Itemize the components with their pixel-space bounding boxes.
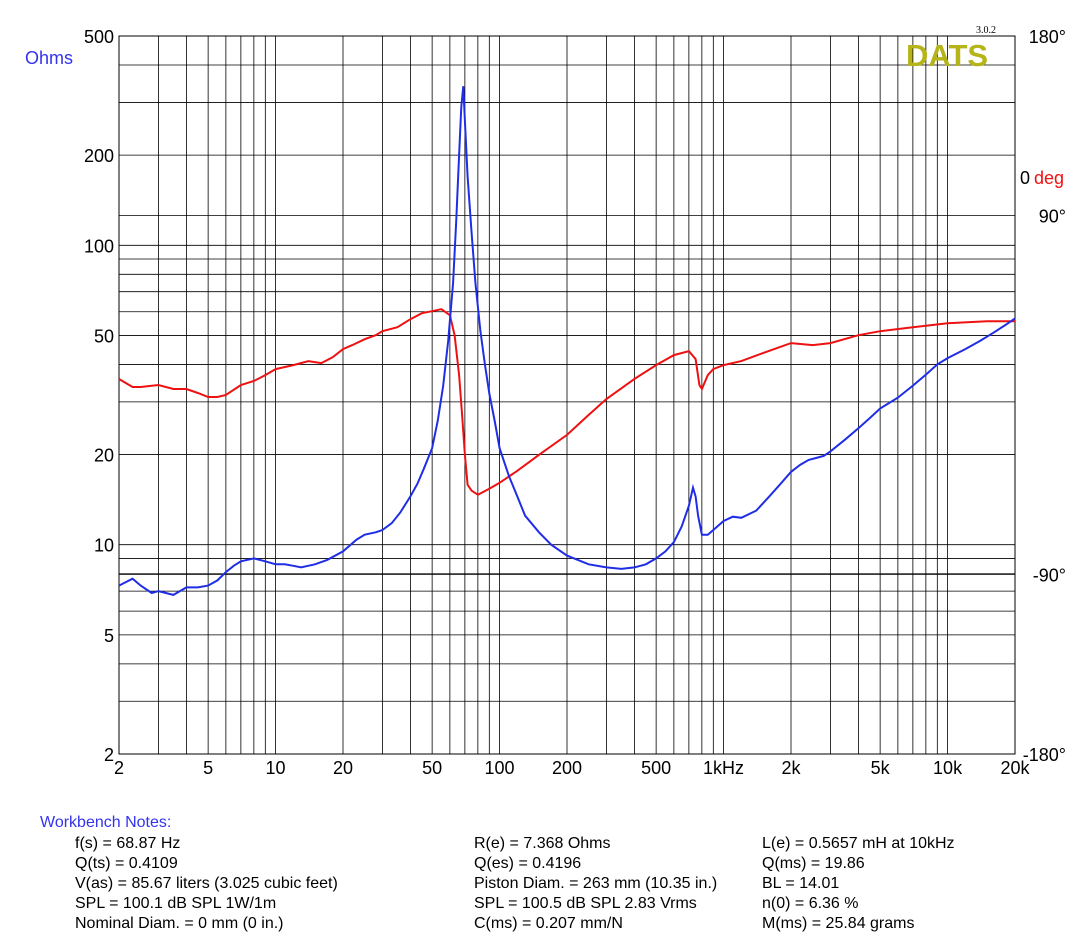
x-tick-label: 50 [422,758,442,778]
tick-labels: 2 5 10 20 50 100 200 500 1kHz 2k 5k 10k 20k500200100… [84,27,1066,778]
note-line: f(s) = 68.87 Hz [75,835,181,852]
note-line: n(0) = 6.36 % [762,895,859,912]
y-tick-label: 2 [104,745,114,765]
note-line: Q(ts) = 0.4109 [75,855,178,872]
x-tick-label: 200 [552,758,582,778]
note-line: V(as) = 85.67 liters (3.025 cubic feet) [75,875,338,892]
note-line: SPL = 100.1 dB SPL 1W/1m [75,895,277,912]
y-left-unit-label: Ohms [25,48,73,68]
y-tick-label: 10 [94,536,114,556]
note-line: SPL = 100.5 dB SPL 2.83 Vrms [474,895,697,912]
note-line: M(ms) = 25.84 grams [762,915,915,932]
x-tick-label: 500 [641,758,671,778]
x-tick-label: 5 [203,758,213,778]
x-tick-label: 20k [1000,758,1030,778]
y-right-tick-label: 180° [1029,27,1066,47]
y-tick-label: 50 [94,326,114,346]
impedance-phase-chart: 2 5 10 20 50 100 200 500 1kHz 2k 5k 10k 20k500200100… [25,25,1066,778]
notes-column-2: R(e) = 7.368 Ohms Q(es) = 0.4196 Piston Di… [474,834,717,934]
y-right-unit-label: deg [1034,168,1064,188]
x-tick-label: 5k [871,758,891,778]
note-line: R(e) = 7.368 Ohms [474,835,611,852]
note-line: Piston Diam. = 263 mm (10.35 in.) [474,875,718,892]
y-tick-label: 200 [84,146,114,166]
y-tick-label: 5 [104,626,114,646]
notes-column-3: L(e) = 0.5657 mH at 10kHz Q(ms) = 19.86 BL… [762,834,955,934]
note-line: Q(ms) = 19.86 [762,855,865,872]
phase-series-line [118,308,1015,496]
x-tick-label: 10 [266,758,286,778]
note-line: BL = 14.01 [762,875,840,892]
note-line: C(ms) = 0.207 mm/N [474,915,623,932]
note-line: L(e) = 0.5657 mH at 10kHz [762,835,955,852]
x-tick-label: 2 [114,758,124,778]
y-right-zero-label: 0 [1020,168,1030,188]
grid-lines [118,35,1016,755]
x-tick-label: 10k [933,758,963,778]
y-tick-label: 100 [84,236,114,256]
x-tick-label: 2k [781,758,801,778]
note-line: Nominal Diam. = 0 mm (0 in.) [75,915,284,932]
version-label: 3.0.2 [976,25,996,36]
x-tick-label: 100 [485,758,515,778]
notes-column-1: f(s) = 68.87 Hz Q(ts) = 0.4109 V(as) = 85.… [75,834,338,934]
y-tick-label: 20 [94,446,114,466]
workbench-notes-title: Workbench Notes: [40,814,172,831]
y-tick-label: 500 [84,27,114,47]
y-right-tick-label: 90° [1039,207,1066,227]
impedance-series-line [118,86,1016,596]
note-line: Q(es) = 0.4196 [474,855,582,872]
dats-logo: DATS [906,38,988,73]
y-right-tick-label: -90° [1033,566,1066,586]
x-tick-label: 20 [333,758,353,778]
y-right-tick-label: -180° [1023,745,1066,765]
x-tick-label: 1kHz [703,758,744,778]
